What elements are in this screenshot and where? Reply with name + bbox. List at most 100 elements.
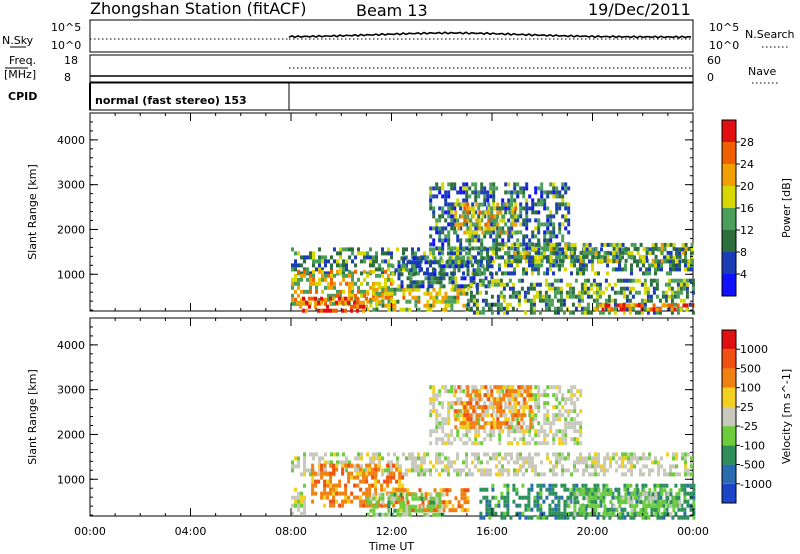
- data-cell: [350, 491, 354, 496]
- data-cell: [681, 456, 684, 461]
- data-cell: [633, 464, 636, 469]
- data-cell: [386, 479, 390, 484]
- data-cell: [402, 452, 405, 457]
- data-cell: [582, 271, 585, 276]
- data-cell: [417, 496, 421, 501]
- data-cell: [402, 267, 405, 272]
- data-cell: [441, 182, 445, 187]
- data-cell: [525, 267, 528, 272]
- data-cell: [511, 389, 515, 394]
- data-cell: [441, 417, 445, 422]
- data-cell: [409, 284, 413, 289]
- data-cell: [583, 310, 587, 315]
- data-cell: [691, 290, 695, 295]
- data-cell: [540, 255, 543, 260]
- data-cell: [450, 460, 453, 465]
- data-cell: [378, 281, 381, 286]
- data-cell: [405, 472, 408, 477]
- data-cell: [463, 409, 467, 414]
- data-cell: [542, 499, 546, 504]
- data-cell: [450, 206, 454, 211]
- colorbar-tick-label: 8: [740, 246, 747, 259]
- data-cell: [368, 491, 372, 496]
- data-cell: [634, 290, 638, 295]
- data-cell: [318, 468, 321, 473]
- data-cell: [683, 483, 687, 488]
- data-cell: [556, 290, 560, 295]
- data-cell: [644, 483, 648, 488]
- data-cell: [326, 495, 330, 500]
- data-cell: [483, 468, 486, 473]
- data-cell: [503, 495, 507, 500]
- data-cell: [597, 250, 601, 255]
- data-cell: [493, 214, 497, 219]
- data-cell: [447, 222, 451, 227]
- data-cell: [474, 198, 478, 203]
- nsearch-label: N.Search: [745, 28, 795, 41]
- data-cell: [448, 500, 452, 505]
- data-cell: [424, 276, 428, 281]
- data-cell: [442, 508, 446, 513]
- data-cell: [641, 507, 645, 512]
- data-cell: [468, 210, 472, 215]
- data-cell: [374, 467, 378, 472]
- data-cell: [525, 259, 528, 264]
- data-cell: [341, 296, 344, 301]
- data-cell: [438, 190, 442, 195]
- data-cell: [311, 463, 315, 468]
- data-cell: [660, 488, 664, 493]
- data-cell: [531, 198, 535, 203]
- data-cell: [489, 472, 492, 477]
- data-cell: [438, 206, 442, 211]
- data-cell: [606, 250, 610, 255]
- data-cell: [510, 259, 513, 264]
- data-cell: [567, 452, 570, 457]
- data-cell: [408, 452, 411, 457]
- data-cell: [460, 488, 464, 493]
- data-cell: [657, 246, 661, 251]
- data-cell: [660, 258, 664, 263]
- data-cell: [642, 452, 645, 457]
- data-cell: [549, 254, 553, 259]
- data-cell: [403, 256, 407, 261]
- data-cell: [368, 463, 372, 468]
- data-cell: [535, 290, 539, 295]
- data-cell: [548, 511, 552, 516]
- data-cell: [645, 492, 649, 497]
- data-cell: [660, 250, 664, 255]
- data-cell: [615, 468, 618, 473]
- data-cell: [669, 250, 673, 255]
- data-cell: [587, 487, 591, 492]
- data-cell: [504, 385, 508, 390]
- data-cell: [591, 456, 594, 461]
- data-cell: [291, 247, 294, 252]
- data-cell: [469, 226, 473, 231]
- data-cell: [526, 405, 530, 410]
- data-cell: [608, 515, 612, 520]
- data-cell: [463, 214, 467, 219]
- data-cell: [606, 456, 609, 461]
- data-cell: [502, 202, 506, 207]
- data-cell: [417, 508, 421, 513]
- data-cell: [457, 268, 461, 273]
- data-cell: [579, 429, 583, 434]
- data-cell: [548, 483, 552, 488]
- data-cell: [336, 452, 339, 457]
- data-cell: [534, 464, 537, 469]
- data-cell: [497, 499, 501, 504]
- data-cell: [318, 255, 321, 260]
- data-cell: [564, 468, 567, 473]
- data-cell: [679, 286, 683, 291]
- data-cell: [492, 417, 496, 422]
- data-cell: [441, 437, 445, 442]
- data-cell: [600, 242, 604, 247]
- data-cell: [294, 495, 297, 500]
- data-cell: [380, 487, 384, 492]
- data-cell: [345, 263, 348, 268]
- data-cell: [512, 487, 516, 492]
- data-cell: [536, 507, 540, 512]
- data-cell: [512, 499, 516, 504]
- data-cell: [514, 405, 518, 410]
- data-cell: [652, 303, 656, 308]
